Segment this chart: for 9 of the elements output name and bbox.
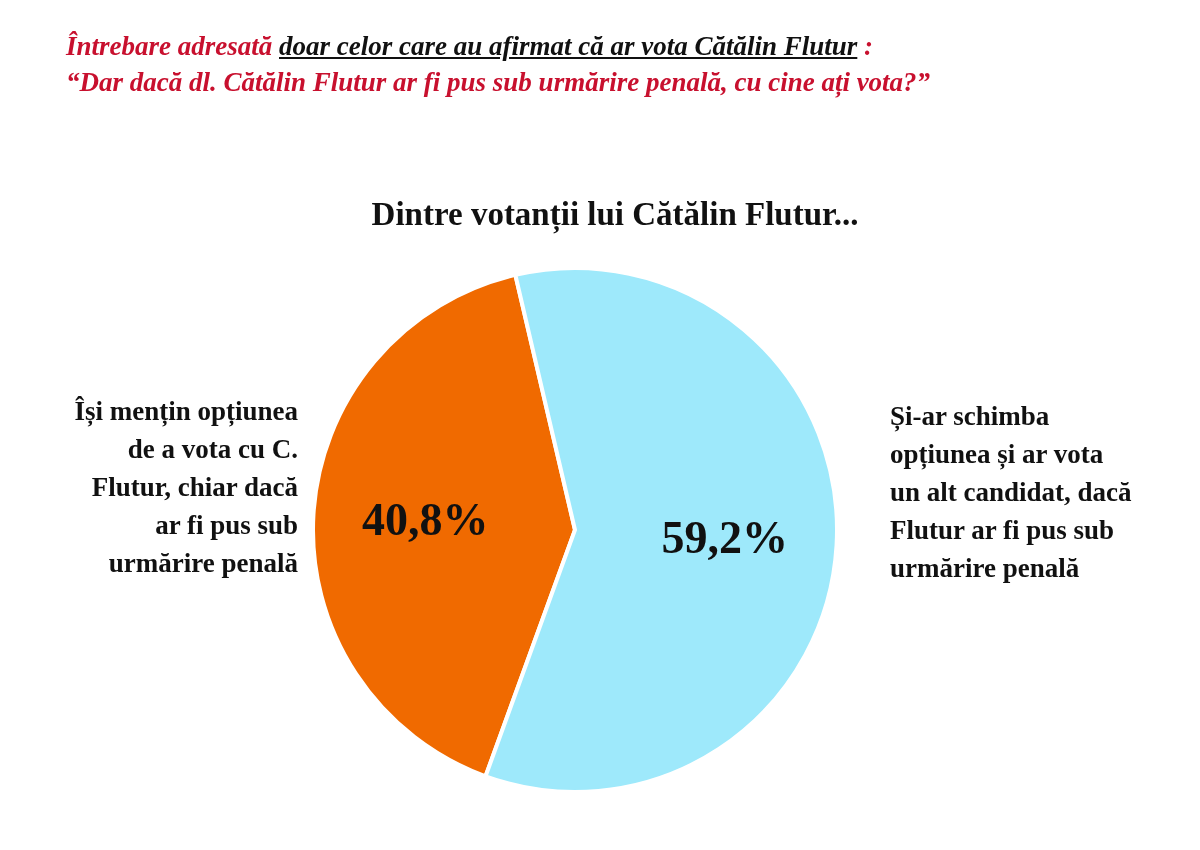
text: doar celor care au afirmat că ar vota Cătălin Flutur bbox=[279, 31, 858, 61]
text: “Dar dacă dl. Cătălin Flutur ar fi pus sub urmărire penală, cu cine ați vota?” bbox=[66, 67, 931, 97]
data-label: 40,8% bbox=[362, 494, 489, 546]
data-label: 59,2% bbox=[661, 511, 788, 563]
text: : bbox=[863, 31, 874, 61]
chart-title: Dintre votanții lui Cătălin Flutur... bbox=[370, 196, 860, 233]
slice-label: Își mențin opțiunea de a vota cu C. Flutur, chiar dacă ar fi pus sub urmărire penală bbox=[73, 395, 298, 580]
text: Întrebare adresată bbox=[66, 31, 273, 61]
slice-label: Și-ar schimba opțiunea și ar vota un alt candidat, dacă Flutur ar fi pus sub urmărire penală bbox=[890, 400, 1133, 585]
